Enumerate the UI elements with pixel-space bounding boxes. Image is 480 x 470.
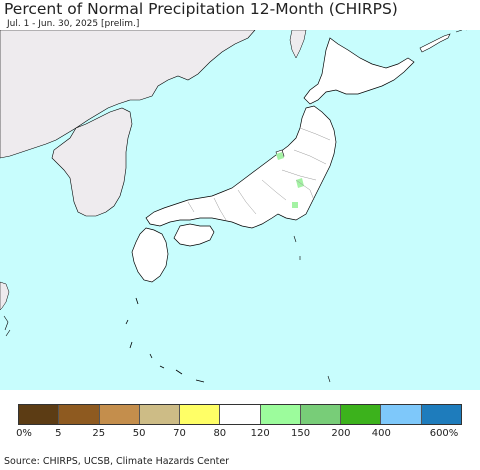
legend-tick-label: 600% xyxy=(429,428,459,439)
korean-peninsula xyxy=(51,107,133,217)
legend-bar xyxy=(18,404,462,425)
prefecture-lines xyxy=(187,127,331,221)
legend-swatch-8 xyxy=(341,405,382,424)
legend-swatch-5 xyxy=(220,405,261,424)
legend-ticks: 0% 5 25 50 70 80 120 150 200 400 600% xyxy=(0,428,480,442)
precipitation-map xyxy=(0,30,480,390)
izu-islands xyxy=(293,235,331,383)
legend-swatch-6 xyxy=(260,405,301,424)
shikoku xyxy=(173,223,215,247)
legend-tick-label: 200 xyxy=(331,428,351,439)
sakhalin xyxy=(289,30,307,59)
map-title: Percent of Normal Precipitation 12-Month… xyxy=(4,0,398,18)
honshu xyxy=(145,105,337,229)
legend-tick-label: 150 xyxy=(290,428,311,439)
legend-swatch-10 xyxy=(421,405,461,424)
legend-swatch-1 xyxy=(59,405,100,424)
legend-tick-label: 120 xyxy=(250,428,270,439)
legend-swatch-2 xyxy=(99,405,140,424)
wet-patch-1 xyxy=(276,152,284,160)
legend-swatch-4 xyxy=(180,405,221,424)
kuril-islands xyxy=(419,33,451,53)
legend-tick-label: 0% xyxy=(16,428,32,439)
source-credit: Source: CHIRPS, UCSB, Climate Hazards Ce… xyxy=(4,456,230,467)
kyushu xyxy=(131,227,169,283)
legend-swatch-0 xyxy=(19,405,60,424)
west-islets xyxy=(0,281,10,311)
legend-tick-label: 25 xyxy=(92,428,106,439)
legend-swatch-9 xyxy=(381,405,422,424)
legend-tick-label: 70 xyxy=(173,428,186,439)
nansei-islands xyxy=(125,297,205,383)
kuril-islands-north xyxy=(455,30,467,33)
mainland-asia xyxy=(0,30,256,159)
map-subtitle: Jul. 1 - Jun. 30, 2025 [prelim.] xyxy=(7,19,140,29)
legend-swatch-3 xyxy=(139,405,181,424)
legend-swatch-7 xyxy=(300,405,342,424)
legend-tick-label: 50 xyxy=(132,428,146,439)
hokkaido xyxy=(303,37,415,105)
southwest-islets xyxy=(3,315,11,337)
legend-tick-label: 80 xyxy=(213,428,227,439)
legend-tick-label: 400 xyxy=(371,428,391,439)
wet-patch-3 xyxy=(292,202,298,208)
legend-tick-label: 5 xyxy=(55,428,62,439)
